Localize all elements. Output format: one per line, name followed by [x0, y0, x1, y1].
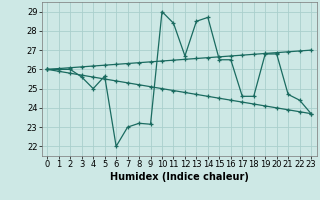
X-axis label: Humidex (Indice chaleur): Humidex (Indice chaleur)	[110, 172, 249, 182]
